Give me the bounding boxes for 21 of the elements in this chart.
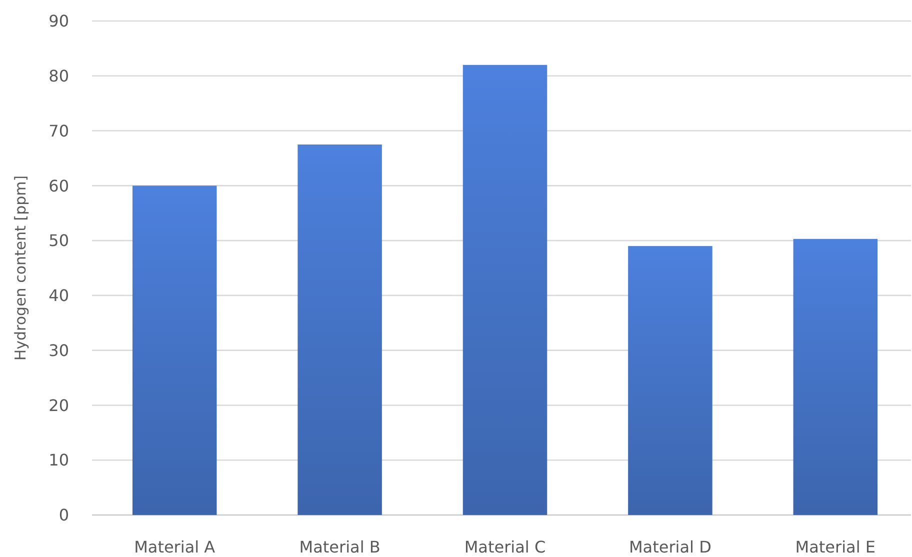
x-tick-label: Material C [464, 538, 546, 557]
x-tick-label: Material D [628, 538, 712, 557]
bar [628, 246, 712, 515]
bar [462, 64, 548, 515]
y-tick-label: 20 [48, 396, 69, 415]
y-tick-label: 60 [48, 176, 69, 196]
y-tick-label: 10 [48, 450, 69, 470]
y-tick-label: 90 [48, 12, 69, 31]
y-tick-label: 0 [58, 506, 69, 525]
y-tick-label: 40 [48, 286, 69, 306]
x-tick-label: Material A [134, 538, 216, 557]
x-tick-label: Material E [795, 538, 876, 557]
bar [132, 186, 217, 515]
y-tick-label: 30 [48, 340, 69, 360]
y-tick-label: 80 [48, 66, 69, 86]
y-tick-label: 70 [48, 121, 69, 140]
bar [298, 144, 382, 515]
y-axis-title: Hydrogen content [ppm] [11, 175, 30, 361]
bar [793, 238, 878, 515]
y-tick-label: 50 [48, 231, 69, 250]
x-tick-label: Material B [299, 538, 380, 557]
